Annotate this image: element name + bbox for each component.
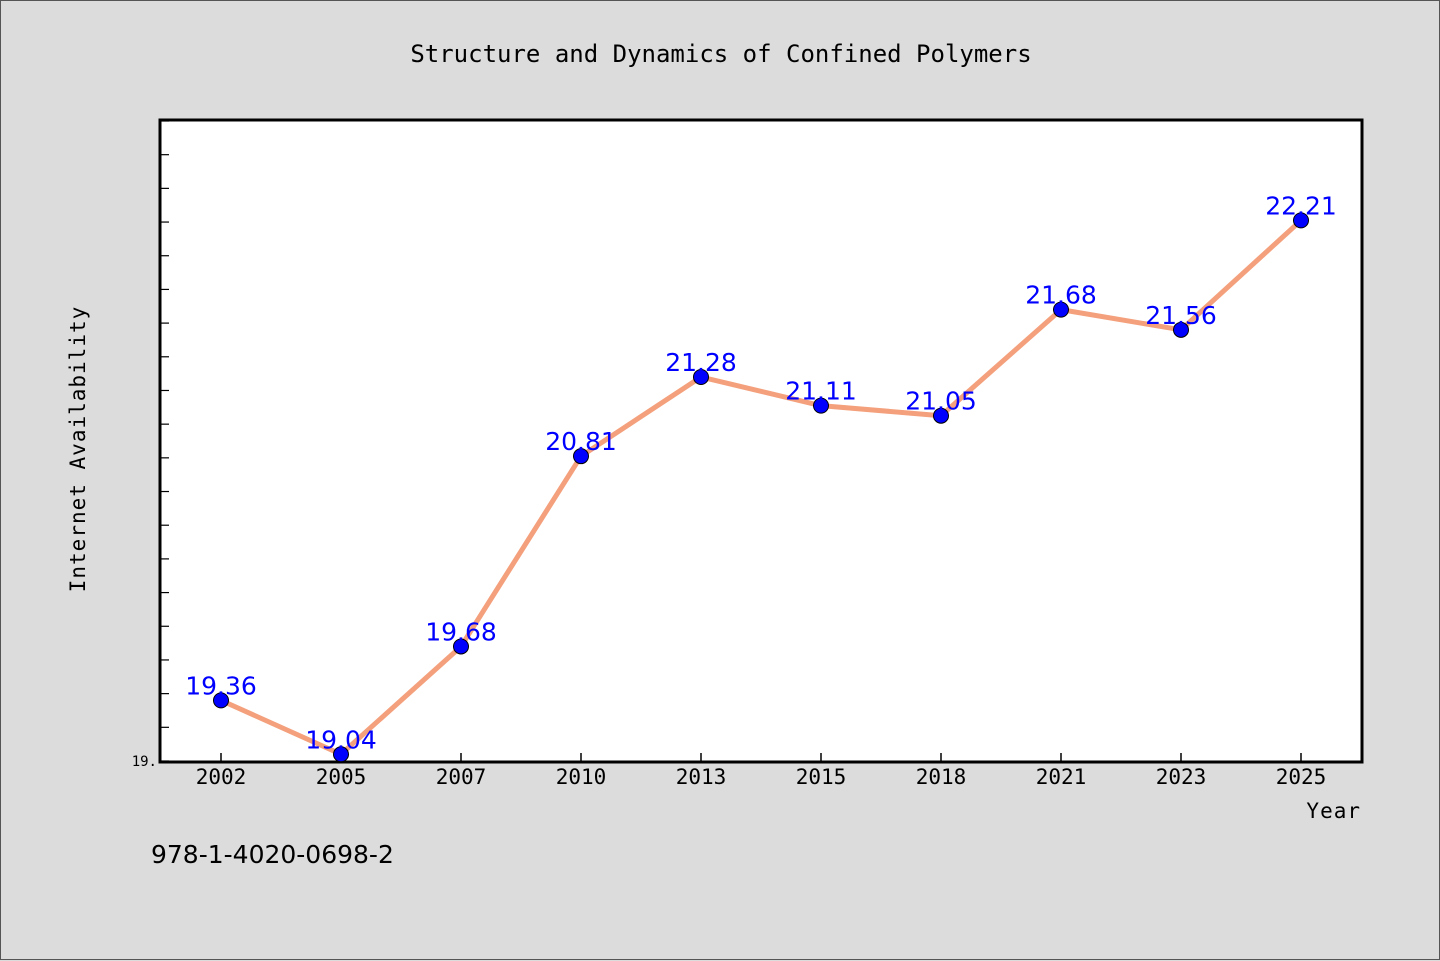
y-tick-label: 19. [132,754,157,770]
x-tick-label: 2010 [556,765,607,789]
data-point [333,746,349,763]
x-axis-tick-labels: 2002 2005 2007 2010 2013 2015 2018 2021 2023 2025 [196,765,1327,789]
x-axis-label: Year [1306,799,1361,823]
data-label: 20.81 [545,427,617,456]
data-label: 21.05 [905,387,977,416]
data-label: 21.11 [785,377,857,406]
data-point [1293,212,1309,229]
data-point [453,638,469,655]
x-tick-label: 2021 [1036,765,1087,789]
x-tick-label: 2018 [916,765,967,789]
x-tick-label: 2023 [1156,765,1207,789]
data-label: 21.56 [1145,301,1217,330]
series-data-labels: 19.36 19.04 19.68 20.81 21.28 21.11 21.05 21.68… [185,191,1337,754]
y-axis-tick-labels: 19. [132,754,157,770]
data-label: 19.36 [185,671,257,700]
isbn-footer-text: 978-1-4020-0698-2 [151,840,394,869]
data-label: 21.28 [665,348,737,377]
x-tick-label: 2025 [1276,765,1327,789]
data-label: 22.21 [1265,191,1337,220]
data-point [213,692,229,709]
data-point [693,369,709,385]
data-point [573,448,589,465]
series-markers [213,212,1309,763]
data-label: 21.68 [1025,281,1097,310]
data-label: 19.04 [305,725,377,754]
y-axis-ticks [161,120,169,762]
chart-title: Structure and Dynamics of Confined Polym… [410,40,1031,68]
plot-area [158,118,1364,764]
x-tick-label: 2007 [436,765,487,789]
data-label: 19.68 [425,617,497,646]
series-line [219,218,1303,757]
data-point [933,407,949,424]
x-tick-label: 2013 [676,765,727,789]
y-axis-label: Internet Availability [66,306,90,593]
data-point [813,397,829,414]
data-point [1053,301,1069,318]
x-tick-label: 2002 [196,765,247,789]
data-point [1173,321,1189,338]
x-tick-label: 2005 [316,765,367,789]
x-tick-label: 2015 [796,765,847,789]
